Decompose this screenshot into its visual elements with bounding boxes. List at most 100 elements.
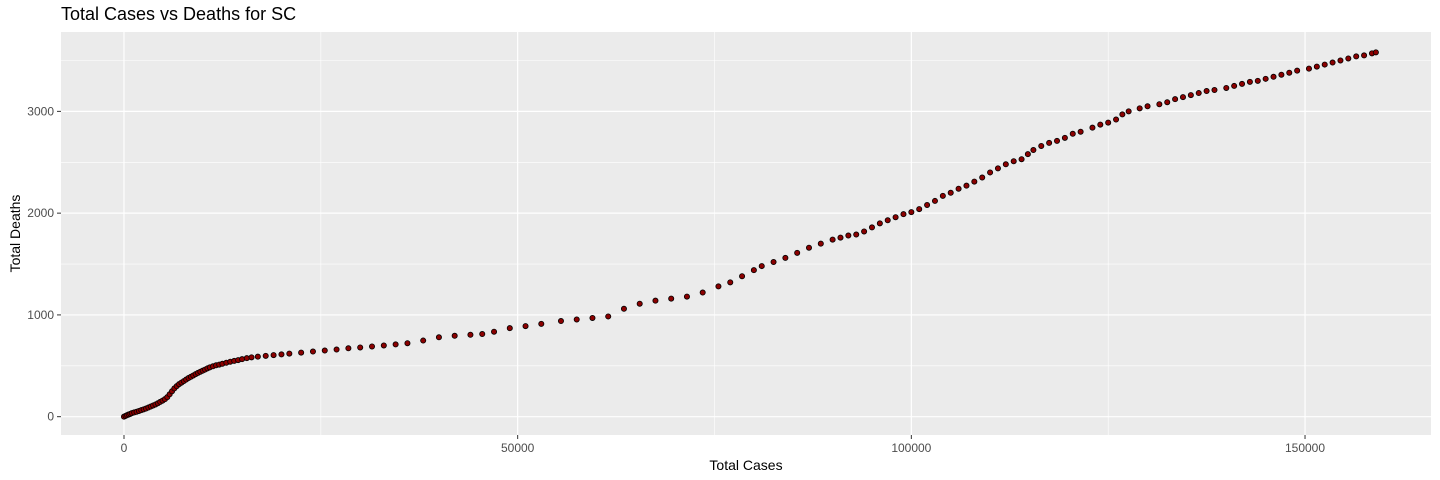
data-point [589,314,596,321]
data-point [1097,121,1104,128]
data-point [1069,130,1076,137]
data-point [1329,59,1336,66]
data-point [908,209,915,216]
y-axis: 0 1000 2000 3000 [27,104,61,424]
data-point [739,273,746,280]
data-point [1018,156,1025,163]
data-point [1246,78,1253,85]
data-point [506,325,513,332]
data-point [254,353,261,360]
data-point [868,224,875,231]
data-point [239,356,246,363]
data-point [1038,142,1045,149]
x-axis-title: Total Cases [709,457,782,473]
data-point [333,346,340,353]
data-point [1061,134,1068,141]
data-point [467,331,474,338]
data-point [1337,57,1344,64]
data-point [845,232,852,239]
data-point [1286,69,1293,76]
data-point [1164,99,1171,106]
data-point [1125,108,1132,115]
data-point [931,197,938,204]
data-point [794,249,801,256]
data-point [1024,151,1031,158]
y-tick-label: 3000 [27,104,54,118]
data-point [345,345,352,352]
data-point [1172,96,1179,103]
data-point [1372,49,1379,56]
data-point [1105,119,1112,126]
data-point [1254,77,1261,84]
data-points [120,49,1379,420]
data-point [668,295,675,302]
data-point [321,347,328,354]
data-point [1046,139,1053,146]
data-point [1321,61,1328,68]
data-point [758,263,765,270]
data-point [1231,82,1238,89]
x-tick-label: 150000 [1285,441,1325,455]
minor-gridlines [61,32,1431,435]
data-point [1353,53,1360,60]
x-tick-label: 100000 [891,441,931,455]
data-point [1156,101,1163,108]
data-point [1179,94,1186,101]
data-point [1195,90,1202,97]
data-point [1270,73,1277,80]
data-point [805,244,812,251]
data-point [884,217,891,224]
data-point [538,320,545,327]
data-point [491,328,498,335]
data-point [1089,124,1096,131]
y-tick-label: 0 [47,410,54,424]
x-tick-label: 50000 [501,441,535,455]
data-point [652,297,659,304]
data-point [1294,67,1301,74]
data-point [451,332,458,339]
data-point [620,305,627,312]
data-point [1211,87,1218,94]
data-point [699,289,706,296]
data-point [947,189,954,196]
data-point [939,192,946,199]
data-point [369,343,376,350]
data-point [750,267,757,274]
data-point [1203,88,1210,95]
data-point [963,182,970,189]
data-point [837,234,844,241]
data-point [298,349,305,356]
data-point [1313,63,1320,70]
data-point [262,352,269,359]
y-tick-label: 2000 [27,206,54,220]
data-point [1136,105,1143,112]
data-point [278,351,285,358]
data-point [573,316,580,323]
data-point [1305,65,1312,72]
data-point [1361,52,1368,59]
data-point [1345,55,1352,62]
data-point [715,283,722,290]
data-point [479,331,486,338]
data-point [924,202,931,209]
data-point [270,352,277,359]
data-point [782,254,789,261]
data-point [770,258,777,265]
data-point [892,214,899,221]
data-point [955,185,962,192]
y-tick-label: 1000 [27,308,54,322]
data-point [1119,111,1126,118]
data-point [1223,84,1230,91]
data-point [817,240,824,247]
data-point [994,165,1001,172]
data-point [420,337,427,344]
data-point [557,318,564,325]
data-point [1187,92,1194,99]
data-point [404,340,411,347]
data-point [286,350,293,357]
major-gridlines [61,32,1431,435]
data-point [636,300,643,307]
x-tick-label: 0 [121,441,128,455]
data-point [900,211,907,218]
